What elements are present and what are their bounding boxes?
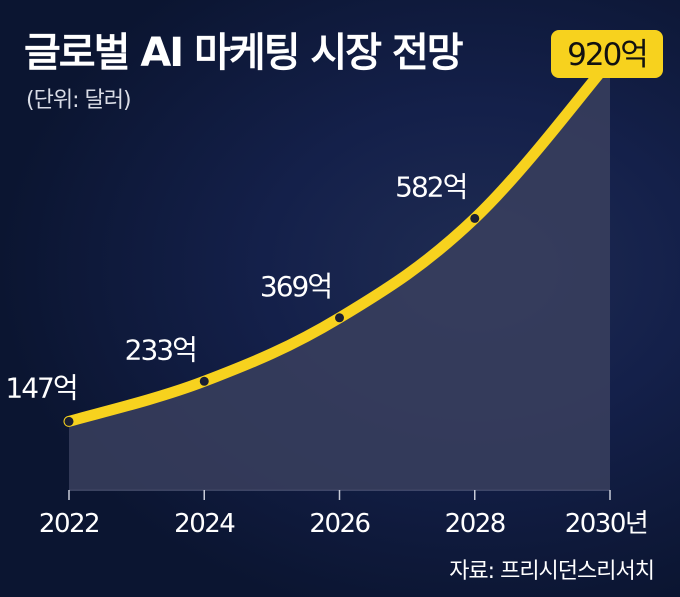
data-label: 233억 (125, 333, 196, 366)
data-label: 920억 (567, 37, 647, 73)
unit-note: (단위: 달러) (26, 88, 132, 113)
series-line (63, 55, 616, 427)
data-point (335, 313, 344, 323)
x-tick-label: 2030년 (565, 509, 648, 539)
data-label: 582억 (395, 170, 466, 203)
x-tick-label: 2026 (309, 509, 369, 539)
data-point (470, 213, 480, 223)
x-tick-label: 2024 (174, 509, 235, 539)
data-label: 369억 (260, 270, 331, 303)
data-point (64, 416, 74, 426)
data-label: 147억 (5, 371, 76, 404)
data-point (199, 376, 209, 386)
x-tick-label: 2028 (445, 509, 505, 539)
chart-title: 글로벌 AI 마케팅 시장 전망 (24, 30, 464, 76)
area-fill (69, 60, 610, 491)
highlight-label-box (551, 30, 663, 78)
x-tick-label: 2022 (39, 509, 99, 539)
source-note: 자료: 프리시던스리서치 (449, 559, 655, 584)
